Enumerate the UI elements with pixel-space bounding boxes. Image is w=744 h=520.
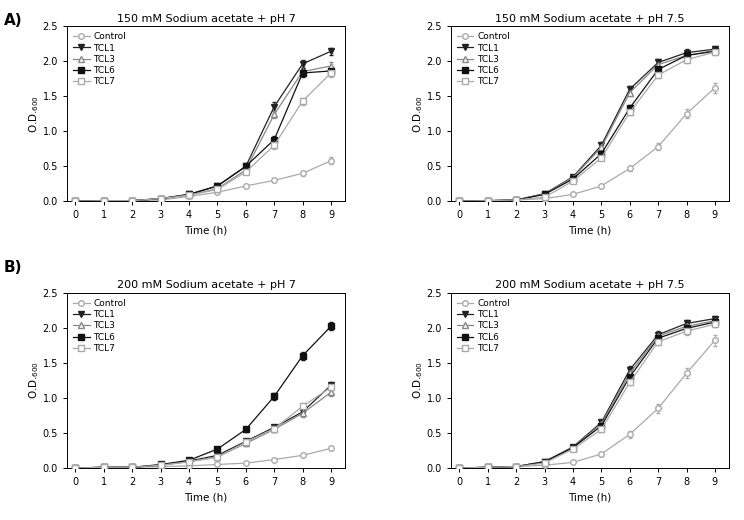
Y-axis label: O.D.$_{600}$: O.D.$_{600}$ (28, 95, 41, 133)
Text: B): B) (4, 260, 22, 275)
Legend: Control, TCL1, TCL3, TCL6, TCL7: Control, TCL1, TCL3, TCL6, TCL7 (455, 30, 513, 89)
X-axis label: Time (h): Time (h) (568, 492, 612, 503)
Y-axis label: O.D.$_{600}$: O.D.$_{600}$ (411, 95, 425, 133)
X-axis label: Time (h): Time (h) (185, 226, 228, 236)
Title: 200 mM Sodium acetate + pH 7: 200 mM Sodium acetate + pH 7 (117, 280, 295, 291)
Y-axis label: O.D.$_{600}$: O.D.$_{600}$ (28, 361, 41, 399)
X-axis label: Time (h): Time (h) (185, 492, 228, 503)
Legend: Control, TCL1, TCL3, TCL6, TCL7: Control, TCL1, TCL3, TCL6, TCL7 (71, 30, 129, 89)
Title: 150 mM Sodium acetate + pH 7: 150 mM Sodium acetate + pH 7 (117, 14, 295, 24)
X-axis label: Time (h): Time (h) (568, 226, 612, 236)
Title: 150 mM Sodium acetate + pH 7.5: 150 mM Sodium acetate + pH 7.5 (496, 14, 684, 24)
Text: A): A) (4, 13, 22, 28)
Y-axis label: O.D.$_{600}$: O.D.$_{600}$ (411, 361, 425, 399)
Legend: Control, TCL1, TCL3, TCL6, TCL7: Control, TCL1, TCL3, TCL6, TCL7 (71, 296, 129, 356)
Legend: Control, TCL1, TCL3, TCL6, TCL7: Control, TCL1, TCL3, TCL6, TCL7 (455, 296, 513, 356)
Title: 200 mM Sodium acetate + pH 7.5: 200 mM Sodium acetate + pH 7.5 (496, 280, 684, 291)
